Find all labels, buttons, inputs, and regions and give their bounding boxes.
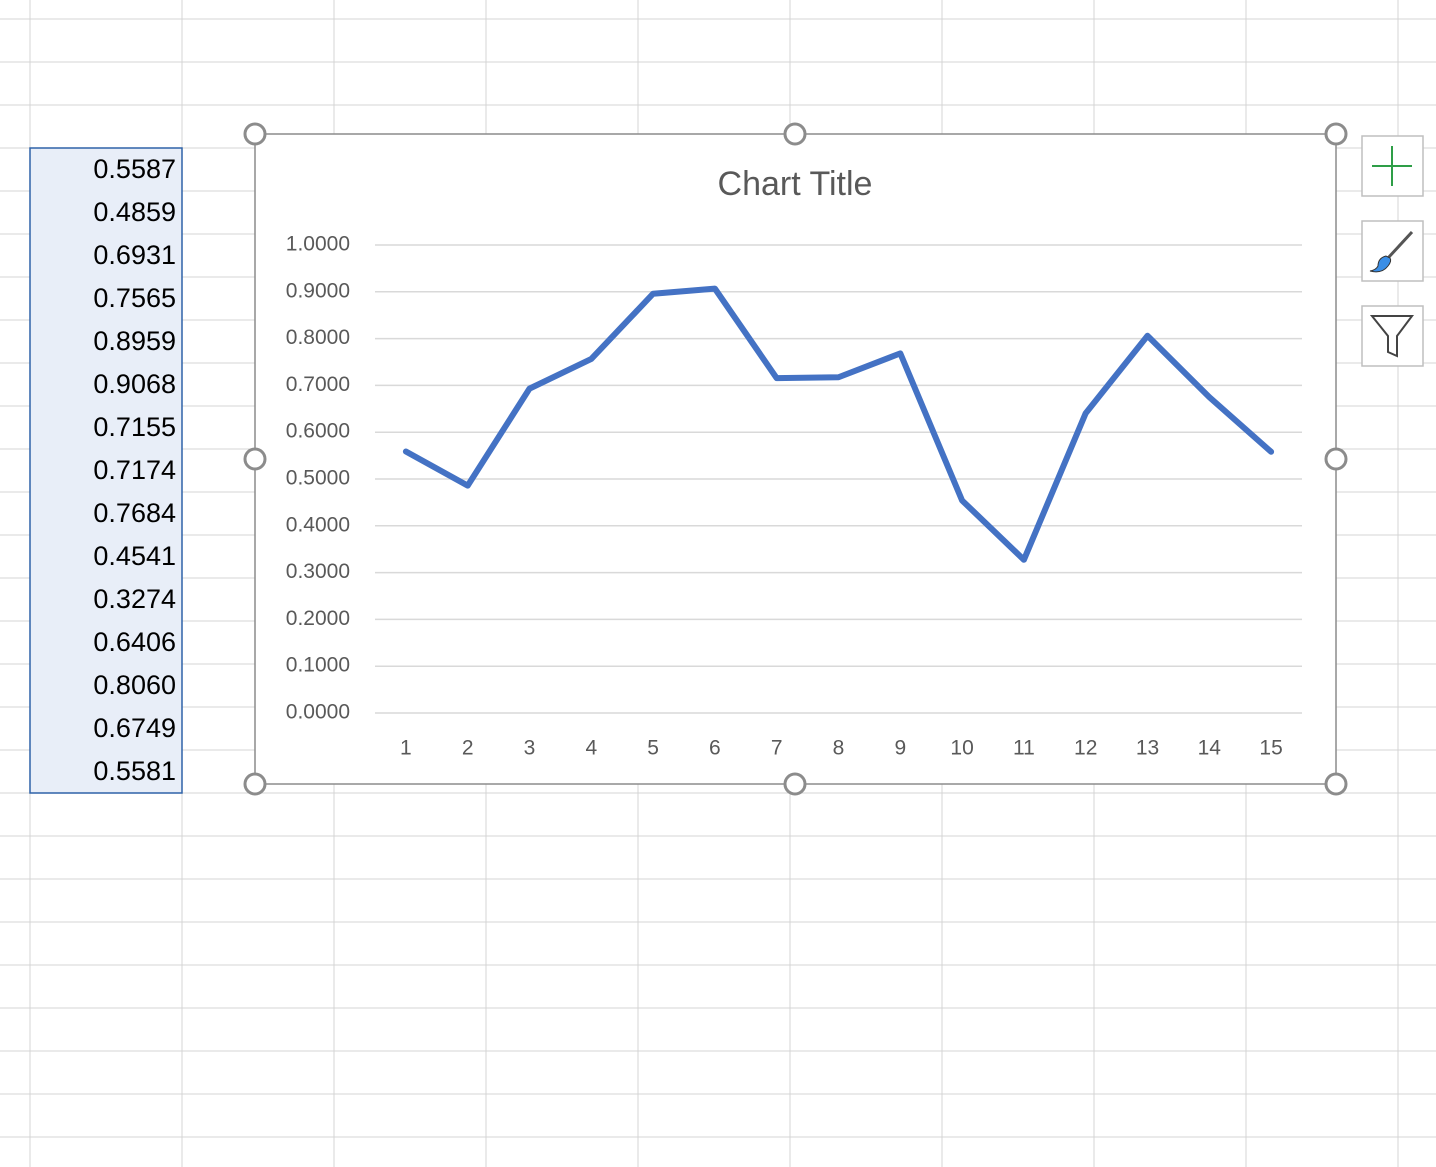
x-tick-label: 10 — [950, 737, 973, 760]
cell: 0.4541 — [93, 541, 176, 571]
y-tick-label: 0.7000 — [286, 373, 350, 396]
cell: 0.7174 — [93, 455, 176, 485]
y-tick-label: 0.4000 — [286, 513, 350, 536]
y-tick-label: 0.3000 — [286, 560, 350, 583]
y-tick-label: 0.9000 — [286, 279, 350, 302]
x-tick-label: 7 — [771, 737, 783, 760]
cell: 0.3274 — [93, 584, 176, 614]
x-tick-label: 4 — [585, 737, 597, 760]
x-tick-label: 8 — [833, 737, 845, 760]
cell: 0.5581 — [93, 756, 176, 786]
y-tick-label: 0.8000 — [286, 326, 350, 349]
resize-handle — [783, 772, 807, 796]
x-tick-label: 3 — [524, 737, 536, 760]
resize-handle — [1324, 447, 1348, 471]
cell: 0.5587 — [93, 154, 176, 184]
x-tick-label: 1 — [400, 737, 412, 760]
resize-handle — [1324, 122, 1348, 146]
brush-icon — [1369, 255, 1392, 273]
brush-handle — [1386, 230, 1414, 260]
y-tick-label: 0.0000 — [286, 701, 350, 724]
x-tick-label: 9 — [894, 737, 906, 760]
cell: 0.8060 — [93, 670, 176, 700]
chart-buttons — [1361, 135, 1424, 367]
resize-handle — [243, 772, 267, 796]
y-tick-label: 0.2000 — [286, 607, 350, 630]
selection — [29, 147, 183, 794]
cell: 0.9068 — [93, 369, 176, 399]
x-tick-label: 12 — [1074, 737, 1097, 760]
resize-handle — [243, 447, 267, 471]
cell: 0.7565 — [93, 283, 176, 313]
resize-handle — [1324, 772, 1348, 796]
cell: 0.4859 — [93, 197, 176, 227]
y-tick-label: 1.0000 — [286, 233, 350, 256]
x-tick-label: 11 — [1013, 737, 1035, 760]
cell: 0.6931 — [93, 240, 176, 270]
x-tick-label: 5 — [647, 737, 659, 760]
x-tick-label: 14 — [1198, 737, 1222, 760]
cell: 0.7684 — [93, 498, 176, 528]
resize-handle — [783, 122, 807, 146]
plus-icon — [1372, 146, 1412, 186]
cell: 0.8959 — [93, 326, 176, 356]
x-tick-label: 13 — [1136, 737, 1159, 760]
cell: 0.7155 — [93, 412, 176, 442]
filter-icon — [1369, 315, 1414, 358]
data-line — [402, 285, 1275, 563]
chart-title[interactable]: Chart Title — [718, 165, 873, 203]
resize-handle — [243, 122, 267, 146]
chart-area[interactable] — [254, 133, 1337, 785]
y-tick-label: 0.6000 — [286, 420, 350, 443]
x-tick-label: 15 — [1259, 737, 1282, 760]
cell: 0.6406 — [93, 627, 176, 657]
cell: 0.6749 — [93, 713, 176, 743]
x-tick-label: 2 — [462, 737, 474, 760]
y-tick-label: 0.5000 — [286, 467, 350, 490]
y-tick-label: 0.1000 — [286, 654, 350, 677]
x-tick-label: 6 — [709, 737, 721, 760]
